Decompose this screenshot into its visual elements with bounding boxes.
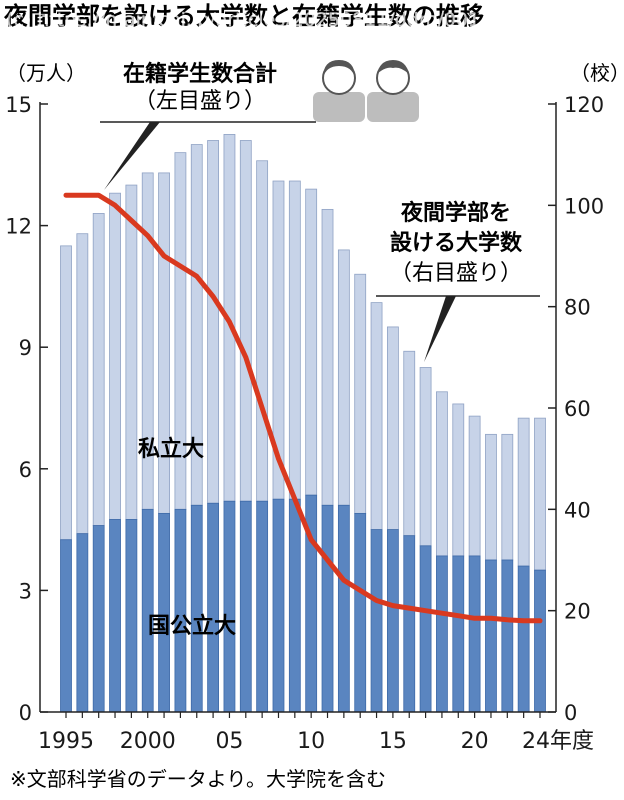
left-axis-unit: （万人）: [6, 61, 86, 85]
bar-private-2006: [239, 140, 252, 502]
bar-public-2018: [436, 555, 448, 713]
bar-public-2021: [485, 559, 497, 713]
bar-private-2020: [468, 415, 481, 557]
axes-group: 0 3 6 9 12 15 0 20 40 60 80 100 120 1995 2000 05 10 15 20 2…: [5, 93, 604, 754]
bar-public-2007: [256, 500, 269, 713]
left-tick-label-6: 6: [19, 458, 32, 482]
bar-public-1996: [76, 533, 89, 713]
bar-public-2002: [174, 508, 187, 713]
bar-public-2011: [321, 504, 334, 713]
bar-public-2001: [158, 512, 170, 713]
callout-total: 在籍学生数合計 （左目盛り）: [100, 61, 316, 190]
bar-private-2017: [419, 367, 432, 547]
callout-line-line2: 設ける大学数: [390, 230, 523, 256]
x-tick-label-2000: 2000: [120, 729, 176, 754]
right-axis-unit: （校）: [570, 61, 624, 85]
x-tick-label-2020: 20: [461, 729, 489, 754]
bar-public-2015: [386, 529, 399, 713]
people-icon: [313, 60, 419, 122]
bar-private-2014: [370, 302, 383, 531]
right-tick-label-100: 100: [564, 194, 604, 218]
bar-private-2010: [305, 188, 318, 496]
callout-line-line1: 夜間学部を: [400, 200, 511, 226]
callout-total-line2: （左目盛り）: [134, 89, 266, 114]
footnote: ※文部科学省のデータより。大学院を含む: [10, 767, 386, 791]
bar-public-2006: [239, 500, 252, 713]
left-tick-label-0: 0: [19, 701, 32, 725]
bar-public-2023: [517, 565, 530, 713]
bar-private-2024: [534, 417, 546, 571]
bar-private-2015: [386, 326, 399, 530]
bar-public-2009: [288, 498, 301, 713]
bar-private-2007: [256, 160, 269, 502]
x-tick-label-1995: 1995: [38, 729, 94, 754]
right-tick-label-20: 20: [564, 600, 591, 624]
left-tick-label-9: 9: [19, 336, 32, 360]
bar-private-1995: [60, 245, 72, 541]
bar-public-2008: [272, 498, 285, 713]
watermark-text: (c) https://mainichi.jp/articles/2025081…: [6, 9, 487, 31]
bar-public-2003: [190, 504, 203, 713]
bar-private-2021: [485, 433, 497, 561]
bar-public-2016: [403, 535, 416, 713]
bar-private-1999: [125, 184, 138, 520]
bars-group: [60, 133, 546, 713]
callout-line: 夜間学部を 設ける大学数 （右目盛り）: [376, 200, 540, 362]
label-public: 国公立大: [148, 613, 236, 639]
bar-public-2013: [354, 512, 367, 713]
bar-public-2017: [419, 545, 432, 713]
x-tick-label-2010: 10: [297, 729, 325, 754]
x-tick-label-2015: 15: [379, 729, 407, 754]
line-night-schools: [63, 192, 543, 624]
callout-line-line3: （右目盛り）: [390, 261, 522, 286]
right-tick-label-120: 120: [564, 93, 604, 117]
bar-private-1996: [76, 233, 89, 535]
right-tick-label-0: 0: [564, 701, 577, 725]
bar-private-2004: [207, 140, 220, 504]
bar-private-2022: [501, 433, 514, 561]
right-tick-label-60: 60: [564, 397, 591, 421]
callout-total-line1: 在籍学生数合計: [123, 61, 277, 87]
right-tick-label-40: 40: [564, 498, 591, 522]
left-tick-label-12: 12: [5, 215, 32, 239]
bar-public-2004: [207, 502, 220, 713]
bar-private-2009: [288, 180, 301, 500]
bar-public-1999: [125, 519, 138, 713]
bar-private-2018: [436, 391, 448, 557]
bar-private-2023: [517, 417, 530, 567]
bar-private-1997: [92, 213, 105, 526]
x-tick-label-2005: 05: [215, 729, 243, 754]
label-private: 私立大: [138, 436, 204, 462]
bar-public-2005: [223, 500, 236, 713]
line-group: [63, 192, 543, 624]
bar-public-2014: [370, 529, 383, 713]
bar-private-2013: [354, 273, 367, 514]
bar-public-2024: [534, 569, 546, 713]
bar-public-1998: [109, 519, 121, 713]
right-tick-label-80: 80: [564, 296, 591, 320]
bar-private-2011: [321, 208, 334, 506]
x-tick-label-2024: 24年度: [522, 729, 594, 754]
chart-title: 夜間学部を設ける大学数と在籍学生数の推移: [3, 2, 484, 30]
bar-public-1997: [92, 525, 105, 713]
bar-private-2019: [452, 403, 465, 557]
bar-public-2020: [468, 555, 481, 713]
bar-private-1998: [109, 192, 121, 520]
bar-public-2019: [452, 555, 465, 713]
bar-public-1995: [60, 539, 72, 713]
left-tick-label-15: 15: [5, 93, 32, 117]
bar-private-2012: [337, 249, 350, 506]
bar-public-2022: [501, 559, 514, 713]
bar-public-2000: [141, 508, 154, 713]
bar-private-2001: [158, 172, 170, 514]
bar-private-2016: [403, 350, 416, 537]
bar-public-2012: [337, 504, 350, 713]
left-tick-label-3: 3: [19, 579, 32, 603]
